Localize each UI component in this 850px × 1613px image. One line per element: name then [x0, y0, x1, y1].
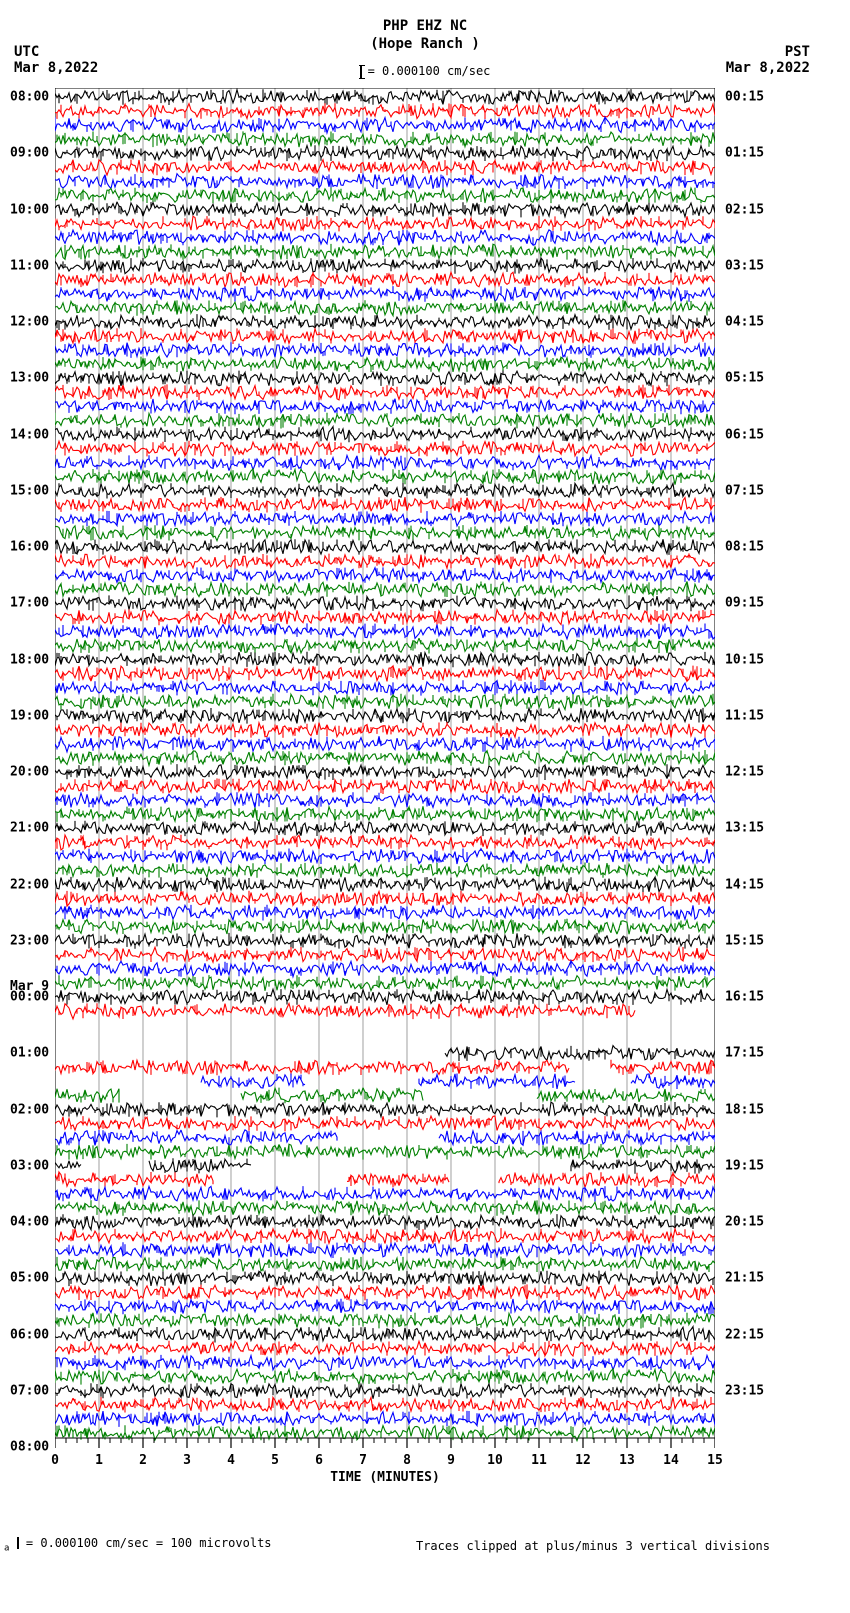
x-tick-label: 2	[139, 1453, 147, 1468]
pst-hour-label: 11:15	[725, 708, 764, 723]
pst-hour-label: 08:15	[725, 540, 764, 555]
x-tick-label: 14	[663, 1453, 679, 1468]
utc-hour-label: 19:00	[10, 708, 49, 723]
utc-hour-label: 08:00	[10, 1440, 49, 1455]
utc-hour-label: 06:00	[10, 1327, 49, 1342]
pst-hour-label: 06:15	[725, 427, 764, 442]
right-timezone: PST	[785, 44, 810, 60]
scale-indicator: = 0.000100 cm/sec	[0, 64, 850, 79]
pst-hour-label: 20:15	[725, 1215, 764, 1230]
utc-hour-label: 21:00	[10, 821, 49, 836]
utc-hour-label: 10:00	[10, 202, 49, 217]
x-tick-label: 7	[359, 1453, 367, 1468]
utc-hour-label: 09:00	[10, 146, 49, 161]
x-tick-label: 1	[95, 1453, 103, 1468]
utc-hour-label: 14:00	[10, 427, 49, 442]
utc-hour-label: 11:00	[10, 258, 49, 273]
utc-hour-label: 01:00	[10, 1046, 49, 1061]
x-tick-label: 13	[619, 1453, 635, 1468]
helicorder-container: PHP EHZ NC (Hope Ranch ) = 0.000100 cm/s…	[0, 0, 850, 1613]
x-tick-label: 4	[227, 1453, 235, 1468]
utc-hour-label: 15:00	[10, 483, 49, 498]
pst-hour-label: 15:15	[725, 933, 764, 948]
x-tick-label: 6	[315, 1453, 323, 1468]
pst-hour-label: 22:15	[725, 1327, 764, 1342]
utc-hour-label: 16:00	[10, 540, 49, 555]
utc-hour-label: 22:00	[10, 877, 49, 892]
pst-hour-label: 13:15	[725, 821, 764, 836]
scale-text: = 0.000100 cm/sec	[368, 64, 491, 78]
pst-hour-label: 04:15	[725, 315, 764, 330]
pst-hour-label: 03:15	[725, 258, 764, 273]
station-name: (Hope Ranch )	[0, 36, 850, 52]
utc-hour-label: 03:00	[10, 1158, 49, 1173]
x-tick-label: 11	[531, 1453, 547, 1468]
pst-hour-label: 12:15	[725, 765, 764, 780]
x-tick-label: 15	[707, 1453, 723, 1468]
utc-hour-label: 02:00	[10, 1102, 49, 1117]
x-axis: 0123456789101112131415 TIME (MINUTES)	[55, 1438, 715, 1456]
utc-hour-label: 17:00	[10, 596, 49, 611]
station-code: PHP EHZ NC	[0, 18, 850, 34]
utc-hour-label: 12:00	[10, 315, 49, 330]
utc-hour-label: 07:00	[10, 1383, 49, 1398]
pst-hour-label: 09:15	[725, 596, 764, 611]
pst-hour-label: 19:15	[725, 1158, 764, 1173]
pst-hour-label: 10:15	[725, 652, 764, 667]
pst-hour-label: 21:15	[725, 1271, 764, 1286]
utc-hour-label: 13:00	[10, 371, 49, 386]
pst-hour-label: 07:15	[725, 483, 764, 498]
utc-date-rollover: Mar 9	[10, 979, 49, 994]
left-date: Mar 8,2022	[14, 60, 98, 76]
utc-hour-label: 18:00	[10, 652, 49, 667]
x-tick-label: 12	[575, 1453, 591, 1468]
pst-hour-label: 23:15	[725, 1383, 764, 1398]
left-timezone: UTC	[14, 44, 39, 60]
pst-hour-label: 16:15	[725, 990, 764, 1005]
pst-hour-label: 05:15	[725, 371, 764, 386]
pst-hour-label: 01:15	[725, 146, 764, 161]
pst-hour-label: 00:15	[725, 90, 764, 105]
pst-hour-label: 14:15	[725, 877, 764, 892]
right-date: Mar 8,2022	[726, 60, 810, 76]
footer-scale: a = 0.000100 cm/sec = 100 microvolts	[4, 1536, 272, 1553]
pst-hour-label: 02:15	[725, 202, 764, 217]
x-tick-label: 5	[271, 1453, 279, 1468]
pst-hour-label: 17:15	[725, 1046, 764, 1061]
utc-hour-label: 05:00	[10, 1271, 49, 1286]
utc-hour-label: 20:00	[10, 765, 49, 780]
x-tick-label: 3	[183, 1453, 191, 1468]
footer-clip-note: Traces clipped at plus/minus 3 vertical …	[416, 1539, 770, 1553]
utc-hour-label: 23:00	[10, 933, 49, 948]
x-tick-label: 0	[51, 1453, 59, 1468]
x-tick-label: 10	[487, 1453, 503, 1468]
utc-hour-label: 08:00	[10, 90, 49, 105]
utc-hour-label: 04:00	[10, 1215, 49, 1230]
helicorder-plot	[55, 88, 715, 1438]
x-axis-title: TIME (MINUTES)	[55, 1470, 715, 1485]
pst-hour-label: 18:15	[725, 1102, 764, 1117]
x-tick-label: 8	[403, 1453, 411, 1468]
x-tick-label: 9	[447, 1453, 455, 1468]
